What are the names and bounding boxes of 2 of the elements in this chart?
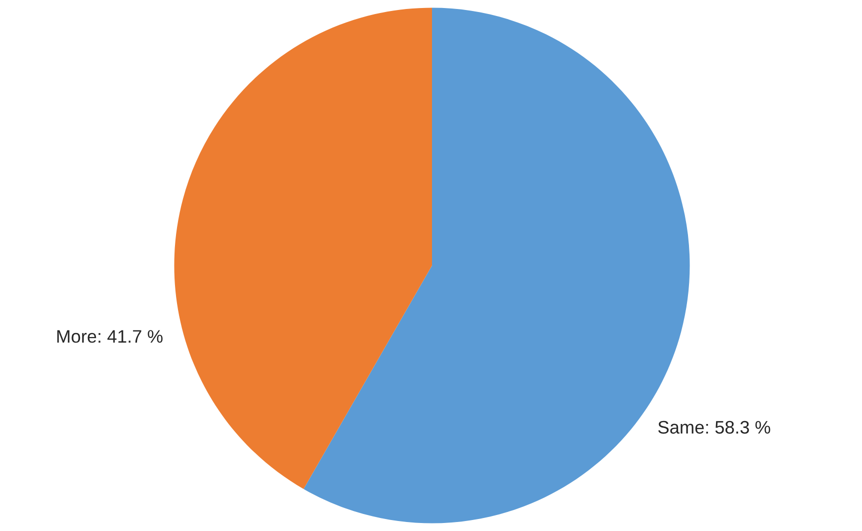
slice-label: More: 41.7 % <box>57 330 163 343</box>
slice-label: Same: 58.3 % <box>658 420 770 434</box>
